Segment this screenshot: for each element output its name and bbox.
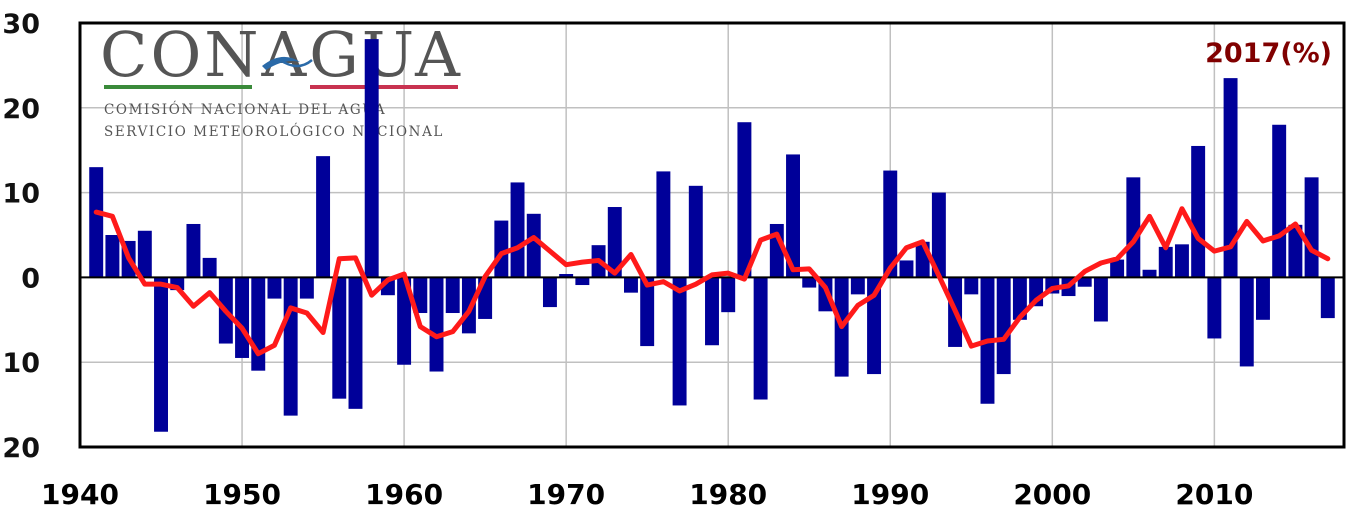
bar-1979 <box>705 277 719 346</box>
bar-1966 <box>494 220 509 278</box>
x-tick-label: 1940 <box>41 478 119 511</box>
bar-1962 <box>429 277 444 372</box>
bar-2008 <box>1174 244 1189 278</box>
bar-2012 <box>1239 277 1254 367</box>
y-tick-label: 20 <box>2 94 40 125</box>
year-annotation: 2017(%) <box>1205 38 1332 69</box>
running-mean-line <box>93 206 1331 357</box>
bar-1977 <box>672 277 687 406</box>
bar-2016 <box>1304 177 1319 278</box>
bar-1971 <box>575 277 590 286</box>
logo-line-2: SERVICIO METEOROLÓGICO NACIONAL <box>104 123 444 140</box>
bar-2006 <box>1142 269 1157 278</box>
bar-1991 <box>899 260 914 278</box>
y-tick-label: 0 <box>21 263 40 294</box>
bar-1963 <box>445 277 460 314</box>
x-tick-label: 1950 <box>203 478 281 511</box>
bar-1980 <box>721 277 736 313</box>
y-tick-label: 30 <box>2 9 40 40</box>
bar-1995 <box>964 277 979 295</box>
bar-1948 <box>202 257 217 278</box>
bar-1989 <box>867 277 882 375</box>
x-tick-label: 2000 <box>1013 478 1091 511</box>
y-axis-ticks: 30 20 10 0 10 20 <box>2 9 40 464</box>
bar-2003 <box>1093 277 1108 322</box>
bar-1947 <box>186 223 201 278</box>
bar-1952 <box>267 277 282 299</box>
y-tick-label: 10 <box>2 348 40 379</box>
bar-2004 <box>1110 259 1125 278</box>
bar-2014 <box>1272 124 1287 278</box>
logo-red-rule <box>310 85 458 89</box>
bar-2002 <box>1077 277 1092 287</box>
y-tick-label: 10 <box>2 179 40 210</box>
logo-line-1: COMISIÓN NACIONAL DEL AGUA <box>104 101 386 118</box>
bar-2017 <box>1320 277 1335 319</box>
bar-1982 <box>753 277 768 400</box>
bar-2009 <box>1191 145 1206 278</box>
logo-wave-icon <box>279 58 313 68</box>
bar-1950 <box>235 277 250 358</box>
bar-1968 <box>526 213 541 278</box>
logo-green-rule <box>104 85 252 89</box>
bar-1976 <box>656 171 671 278</box>
bar-2010 <box>1207 277 1222 339</box>
bar-1953 <box>283 277 298 416</box>
bar-1970 <box>559 274 574 278</box>
bar-1967 <box>510 182 525 278</box>
bar-1954 <box>299 277 314 299</box>
x-axis-ticks: 1940 1950 1960 1970 1980 1990 2000 2010 <box>41 478 1253 511</box>
bar-1984 <box>786 154 800 278</box>
bar-1974 <box>624 277 638 293</box>
bar-1988 <box>850 277 865 295</box>
bar-2011 <box>1223 78 1238 278</box>
bar-1993 <box>931 192 946 278</box>
x-tick-label: 2010 <box>1175 478 1253 511</box>
bar-1985 <box>802 277 817 288</box>
bar-1969 <box>542 277 557 308</box>
bar-2015 <box>1288 224 1303 278</box>
bar-1945 <box>154 277 168 432</box>
bar-1960 <box>397 277 412 365</box>
bar-1975 <box>640 277 655 347</box>
x-tick-label: 1980 <box>689 478 767 511</box>
conagua-logo: CONAGUA COMISIÓN NACIONAL DEL AGUA SERVI… <box>100 18 463 140</box>
plot-border <box>78 21 1346 449</box>
bar-1958 <box>364 39 379 278</box>
bar-1957 <box>348 277 363 409</box>
x-tick-label: 1990 <box>851 478 929 511</box>
logo-wordmark: CONAGUA <box>100 18 463 91</box>
bar-1941 <box>89 167 104 278</box>
bar-1981 <box>737 122 752 278</box>
bar-1942 <box>105 235 120 278</box>
bar-1990 <box>883 170 898 278</box>
bar-2013 <box>1256 277 1270 320</box>
bar-2007 <box>1158 246 1173 278</box>
bar-1951 <box>251 277 266 371</box>
x-tick-label: 1970 <box>527 478 605 511</box>
bar-1997 <box>996 277 1011 375</box>
bar-1955 <box>316 156 331 278</box>
bar-1973 <box>607 207 622 278</box>
y-tick-label: 20 <box>2 433 40 464</box>
x-tick-label: 1960 <box>365 478 443 511</box>
bar-1961 <box>413 277 428 314</box>
bar-1956 <box>332 277 347 399</box>
bar-2005 <box>1126 177 1141 278</box>
logo-wave-icon <box>262 56 300 70</box>
bar-1978 <box>688 185 703 278</box>
bar-1944 <box>137 230 152 278</box>
bar-1998 <box>1012 277 1027 320</box>
